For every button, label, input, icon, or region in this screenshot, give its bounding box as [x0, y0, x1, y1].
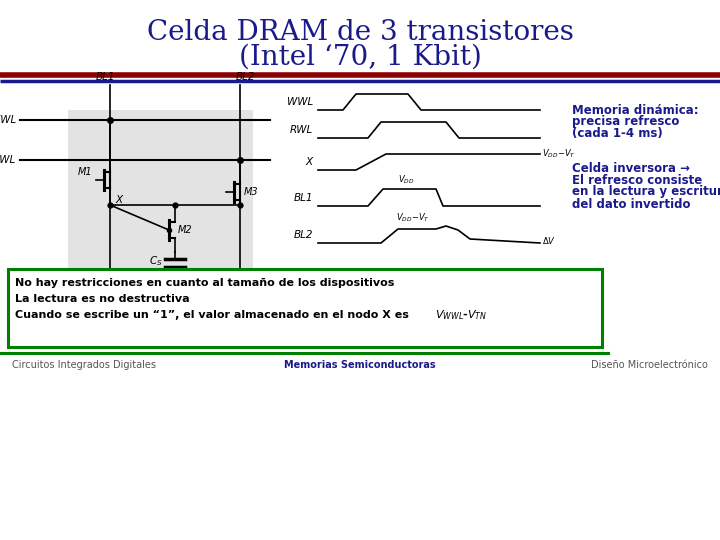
Text: M2: M2 — [178, 225, 193, 235]
Text: $V_{WWL}$-$V_{TN}$: $V_{WWL}$-$V_{TN}$ — [435, 308, 487, 322]
Text: $V_{DD}$$-V_T$: $V_{DD}$$-V_T$ — [542, 148, 576, 160]
Text: BL2: BL2 — [294, 230, 313, 240]
Text: WWL: WWL — [0, 115, 16, 125]
Text: $C_S$: $C_S$ — [149, 254, 163, 268]
Text: M3: M3 — [244, 187, 258, 197]
Text: Memoria dinámica:: Memoria dinámica: — [572, 104, 698, 117]
Text: en la lectura y escritura: en la lectura y escritura — [572, 186, 720, 199]
Text: La lectura es no destructiva: La lectura es no destructiva — [15, 294, 189, 304]
Text: del dato invertido: del dato invertido — [572, 198, 690, 211]
Text: X: X — [306, 157, 313, 167]
Text: RWL: RWL — [289, 125, 313, 135]
Text: WWL: WWL — [287, 97, 313, 107]
Text: El refresco consiste: El refresco consiste — [572, 173, 702, 186]
Text: $V_{DD}$: $V_{DD}$ — [397, 173, 414, 186]
Bar — [68, 110, 253, 340]
Text: $\Delta V$: $\Delta V$ — [542, 235, 556, 246]
Text: Circuitos Integrados Digitales: Circuitos Integrados Digitales — [12, 360, 156, 370]
Text: BL1: BL1 — [95, 72, 114, 82]
Text: Diseño Microelectrónico: Diseño Microelectrónico — [591, 360, 708, 370]
Text: BL1: BL1 — [294, 193, 313, 203]
Text: X: X — [115, 195, 122, 205]
Text: M1: M1 — [77, 167, 92, 177]
FancyBboxPatch shape — [8, 269, 602, 347]
Text: precisa refresco: precisa refresco — [572, 116, 680, 129]
Text: Memorias Semiconductoras: Memorias Semiconductoras — [284, 360, 436, 370]
Text: BL2: BL2 — [235, 72, 255, 82]
Text: Celda DRAM de 3 transistores: Celda DRAM de 3 transistores — [147, 18, 573, 45]
Text: $V_{DD}$$-V_T$: $V_{DD}$$-V_T$ — [396, 212, 430, 224]
Text: No hay restricciones en cuanto al tamaño de los dispositivos: No hay restricciones en cuanto al tamaño… — [15, 278, 395, 288]
Text: (Intel ‘70, 1 Kbit): (Intel ‘70, 1 Kbit) — [238, 44, 482, 71]
Text: Celda inversora →: Celda inversora → — [572, 161, 690, 174]
Text: Cuando se escribe un “1”, el valor almacenado en el nodo X es: Cuando se escribe un “1”, el valor almac… — [15, 310, 413, 320]
Text: (cada 1-4 ms): (cada 1-4 ms) — [572, 127, 662, 140]
Text: RWL: RWL — [0, 155, 16, 165]
